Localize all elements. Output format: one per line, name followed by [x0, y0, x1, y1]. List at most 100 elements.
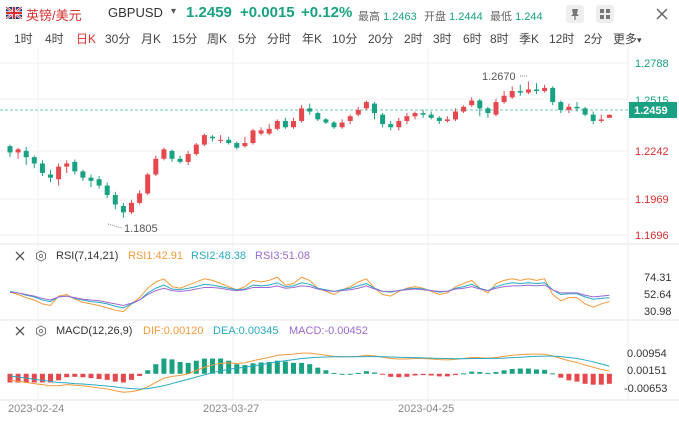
collapse-x-icon[interactable]	[14, 250, 26, 262]
candle	[574, 102, 580, 112]
current-price: 1.2459	[186, 4, 232, 21]
collapse-x-icon[interactable]	[14, 325, 26, 337]
candle	[185, 150, 191, 166]
dea-value: DEA:0.00345	[213, 325, 279, 337]
tab-6h[interactable]: 6时	[463, 32, 482, 46]
candle	[72, 159, 78, 175]
macd-bar	[104, 373, 110, 380]
macd-axis-label: -0.00653	[624, 383, 667, 395]
macd-bar	[396, 373, 402, 378]
macd-value: MACD:-0.00452	[289, 325, 368, 337]
tab-20m[interactable]: 20分	[368, 32, 394, 46]
macd-bar	[550, 373, 556, 375]
macd-bar	[177, 362, 183, 374]
candle	[291, 117, 296, 129]
macd-bar	[31, 373, 37, 383]
period-tabs: 1时 4时 日K 30分 月K 15分 周K 5分 分时 年K 10分 20分 …	[0, 28, 679, 48]
macd-histogram	[7, 358, 612, 385]
macd-bar	[339, 373, 345, 375]
macd-bar	[566, 373, 572, 381]
tab-yearly[interactable]: 年K	[302, 32, 323, 46]
candle	[80, 169, 86, 181]
macd-bar	[598, 373, 604, 385]
tab-monthly[interactable]: 月K	[141, 32, 162, 46]
candle	[266, 124, 272, 136]
tab-3h[interactable]: 3时	[433, 32, 452, 46]
tab-more[interactable]: 更多▾	[613, 32, 642, 46]
candle	[509, 86, 515, 99]
macd-bar	[48, 373, 53, 383]
candle	[428, 111, 434, 120]
macd-bar	[218, 358, 224, 374]
candle	[517, 84, 523, 96]
macd-bar	[534, 369, 539, 374]
tab-10m[interactable]: 10分	[332, 32, 358, 46]
grid-icon[interactable]	[596, 5, 614, 23]
candle	[48, 169, 53, 183]
macd-bar	[274, 360, 280, 374]
macd-bar	[461, 373, 467, 375]
tab-2m[interactable]: 2分	[584, 32, 603, 46]
chevron-down-icon[interactable]: ▾	[171, 6, 177, 17]
macd-bar	[485, 372, 491, 374]
macd-axis-label: 0.00954	[627, 348, 667, 360]
macd-bar	[39, 373, 45, 383]
candle	[120, 202, 126, 218]
tab-daily[interactable]: 日K	[76, 32, 97, 46]
macd-bar	[388, 373, 394, 377]
macd-label: MACD(12,26,9)	[56, 325, 133, 337]
macd-bar	[558, 373, 564, 378]
macd-bar	[210, 358, 215, 374]
pin-icon[interactable]	[566, 5, 584, 23]
macd-bar	[64, 373, 70, 378]
dif-line	[9, 352, 610, 393]
macd-bar	[315, 367, 321, 374]
tab-5m[interactable]: 5分	[238, 32, 257, 46]
candle	[274, 119, 280, 131]
candle	[598, 114, 604, 123]
close-icon[interactable]	[653, 5, 671, 23]
price-axis-label: 1.2242	[635, 146, 669, 158]
tab-timeshare[interactable]: 分时	[267, 32, 292, 46]
tab-weekly[interactable]: 周K	[207, 32, 228, 46]
instrument-code[interactable]: GBPUSD	[108, 5, 163, 20]
flag-uk-icon	[6, 7, 22, 19]
dif-value: DIF:0.00120	[143, 325, 204, 337]
macd-bar	[509, 368, 515, 374]
settings-hex-icon[interactable]	[35, 250, 47, 262]
tab-1h[interactable]: 1时	[14, 32, 33, 46]
high-stat: 最高 1.2463	[358, 11, 417, 23]
candle	[56, 163, 62, 186]
candle	[39, 160, 45, 177]
candle	[226, 136, 232, 145]
dea-line	[9, 355, 610, 390]
quote-header: 英镑/美元 GBPUSD ▾ 1.2459 +0.0015 +0.12% 最高 …	[0, 0, 679, 28]
tab-12h[interactable]: 12时	[549, 32, 575, 46]
macd-bar	[372, 372, 377, 374]
price-change: +0.0015	[240, 4, 295, 21]
candle	[461, 105, 467, 114]
macd-bar	[299, 362, 305, 374]
settings-hex-icon[interactable]	[35, 325, 47, 337]
tab-quarterly[interactable]: 季K	[519, 32, 540, 46]
tab-15m[interactable]: 15分	[172, 32, 198, 46]
main-gridlines	[0, 62, 628, 236]
tab-30m[interactable]: 30分	[105, 32, 131, 46]
tab-2h[interactable]: 2时	[404, 32, 423, 46]
macd-bar	[307, 364, 313, 374]
tab-4h[interactable]: 4时	[45, 32, 64, 46]
macd-bar	[72, 373, 78, 377]
macd-bar	[574, 373, 580, 382]
candle	[525, 81, 531, 95]
candle	[355, 106, 361, 117]
candle	[469, 97, 475, 107]
macd-bar	[80, 373, 86, 378]
candle	[485, 106, 491, 118]
vertical-gridlines	[37, 48, 429, 400]
rsi2-value: RSI2:48.38	[191, 250, 247, 262]
tab-8h[interactable]: 8时	[490, 32, 509, 46]
macd-bar	[380, 373, 386, 375]
macd-bar	[185, 362, 191, 374]
date-label: 2023-04-25	[398, 403, 454, 415]
